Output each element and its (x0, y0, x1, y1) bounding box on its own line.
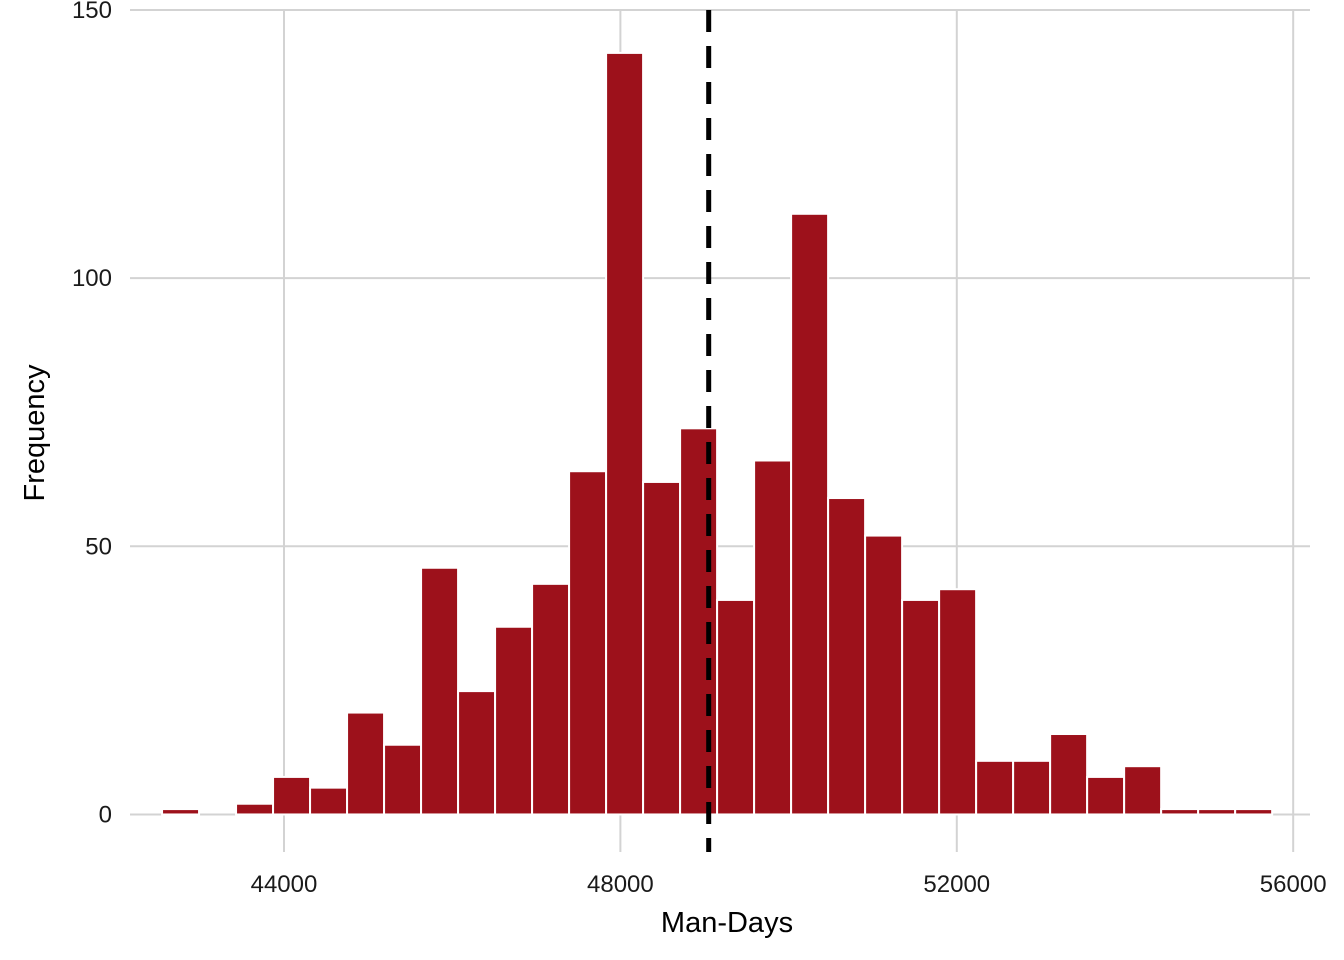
histogram-bar (716, 598, 756, 816)
x-tick-label: 48000 (587, 871, 654, 898)
histogram-bar (605, 51, 645, 816)
histogram-bar (420, 566, 460, 816)
histogram-bar (235, 802, 275, 816)
histogram-bar (753, 459, 793, 816)
histogram-bar (309, 786, 349, 816)
histogram-bar (827, 497, 867, 816)
y-tick-label: 0 (99, 801, 112, 828)
histogram-bar (346, 711, 386, 816)
y-tick-label: 150 (72, 0, 112, 24)
y-tick-label: 50 (85, 533, 112, 560)
histogram-bar (1049, 733, 1089, 816)
histogram-bar (457, 690, 497, 816)
histogram-bar (1012, 759, 1052, 816)
histogram-bar (790, 212, 830, 816)
histogram-bar (1086, 775, 1126, 816)
histogram-bar (531, 582, 571, 816)
histogram-bar (938, 588, 978, 816)
histogram-bar (1234, 808, 1274, 816)
x-axis-title: Man-Days (661, 907, 793, 939)
histogram-bar (679, 427, 719, 816)
x-tick-label: 56000 (1260, 871, 1327, 898)
histogram-bar (494, 625, 534, 816)
histogram-bars (161, 51, 1274, 816)
histogram-bar (1123, 765, 1163, 816)
histogram-bar (642, 480, 682, 816)
histogram-bar (864, 534, 904, 816)
histogram-bar (383, 743, 423, 816)
histogram-bar (161, 808, 201, 816)
histogram-bar (272, 775, 312, 816)
y-axis-title: Frequency (19, 364, 51, 502)
histogram-bar (1197, 808, 1237, 816)
x-tick-label: 44000 (251, 871, 318, 898)
histogram-bar (1160, 808, 1200, 816)
y-axis-ticks: 0 50 100 150 (72, 0, 112, 828)
x-tick-label: 52000 (923, 871, 990, 898)
y-tick-label: 100 (72, 265, 112, 292)
histogram-bar (901, 598, 941, 816)
x-axis-ticks: 44000 48000 52000 56000 (251, 871, 1327, 898)
histogram-bar (975, 759, 1015, 816)
histogram-bar (568, 470, 608, 816)
